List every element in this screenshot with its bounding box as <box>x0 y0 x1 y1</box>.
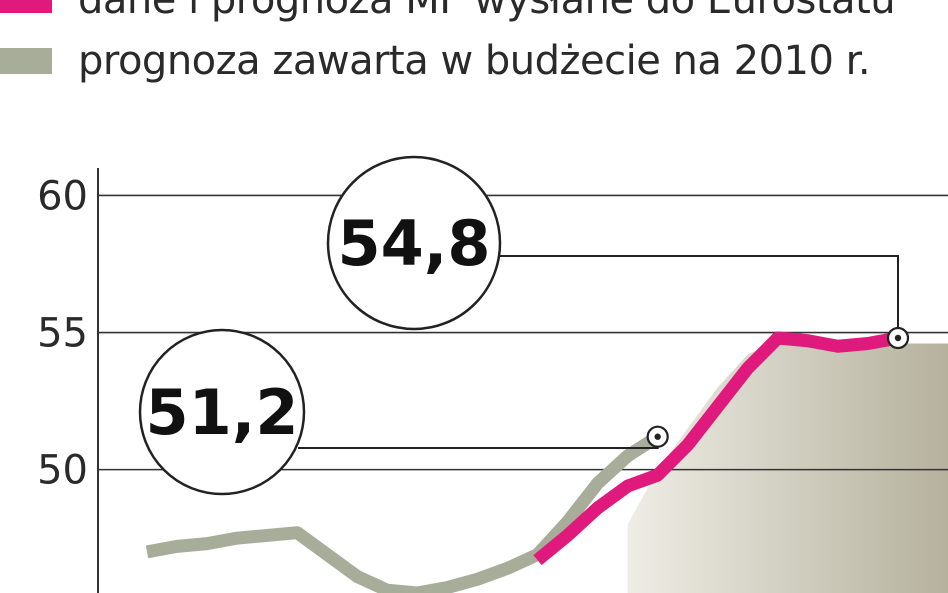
callout-value-label: 54,8 <box>338 207 491 280</box>
forecast-area <box>627 340 948 593</box>
y-tick-label: 55 <box>37 311 88 357</box>
callout-value-label: 51,2 <box>146 376 299 449</box>
callout-connector <box>298 436 659 449</box>
legend-item-eurostat: dane i prognoza MF wysłane do Eurostatu <box>0 0 948 25</box>
data-point-dot <box>654 433 661 440</box>
legend-swatch-budget <box>0 48 52 74</box>
data-point-dot <box>894 334 902 342</box>
callout-connector <box>494 255 899 338</box>
y-tick-label: 60 <box>37 173 88 219</box>
legend-label-budget: prognoza zawarta w budżecie na 2010 r. <box>78 38 871 84</box>
series-line-0 <box>145 431 662 593</box>
legend: dane i prognoza MF wysłane do Eurostatu … <box>0 0 948 100</box>
callout-bubble <box>326 155 502 331</box>
legend-item-budget: prognoza zawarta w budżecie na 2010 r. <box>0 36 948 86</box>
legend-label-eurostat: dane i prognoza MF wysłane do Eurostatu <box>78 0 896 23</box>
series-line-1 <box>533 331 900 566</box>
legend-swatch-eurostat <box>0 0 52 13</box>
callout-bubble <box>138 328 306 496</box>
y-tick-label: 50 <box>37 448 88 494</box>
